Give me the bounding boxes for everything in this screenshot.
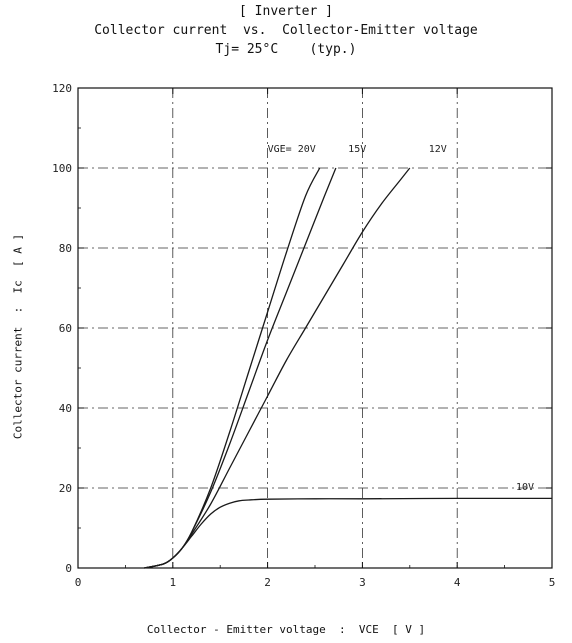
tick-layer: 0 1 2 3 4 5 0 20 40 60 80 100 120	[52, 82, 555, 589]
x-tick-label: 2	[264, 576, 271, 589]
series-line-2	[144, 167, 411, 569]
x-tick-label: 0	[75, 576, 82, 589]
curve-label-0: VGE= 20V	[268, 144, 316, 155]
y-tick-label: 20	[59, 482, 72, 495]
grid-layer	[78, 88, 552, 568]
curve-label-2: 12V	[429, 144, 447, 155]
series-layer	[144, 167, 553, 569]
series-line-0	[144, 167, 321, 569]
chart-title-line-2: Collector current vs. Collector-Emitter …	[94, 23, 478, 38]
curve-label-1: 15V	[348, 144, 366, 155]
x-axis-label: Collector - Emitter voltage : VCE [ V ]	[146, 623, 426, 636]
y-tick-label: 100	[52, 162, 72, 175]
y-tick-label: 120	[52, 82, 72, 95]
y-tick-label: 40	[59, 402, 72, 415]
y-tick-label: 60	[59, 322, 72, 335]
y-axis-label: Collector current : Ic [ A ]	[11, 233, 25, 440]
series-line-3	[144, 497, 553, 569]
x-tick-label: 5	[549, 576, 556, 589]
y-tick-label: 80	[59, 242, 72, 255]
chart-title-line-3: Tj= 25°C (typ.)	[215, 42, 357, 57]
y-tick-label: 0	[65, 562, 72, 575]
x-tick-label: 1	[169, 576, 176, 589]
label-layer: VGE= 20V 15V 12V 10V	[268, 144, 534, 493]
chart-title-line-1: [ Inverter ]	[239, 4, 333, 19]
curve-label-3: 10V	[516, 482, 534, 493]
x-tick-label: 3	[359, 576, 366, 589]
x-tick-label: 4	[454, 576, 461, 589]
